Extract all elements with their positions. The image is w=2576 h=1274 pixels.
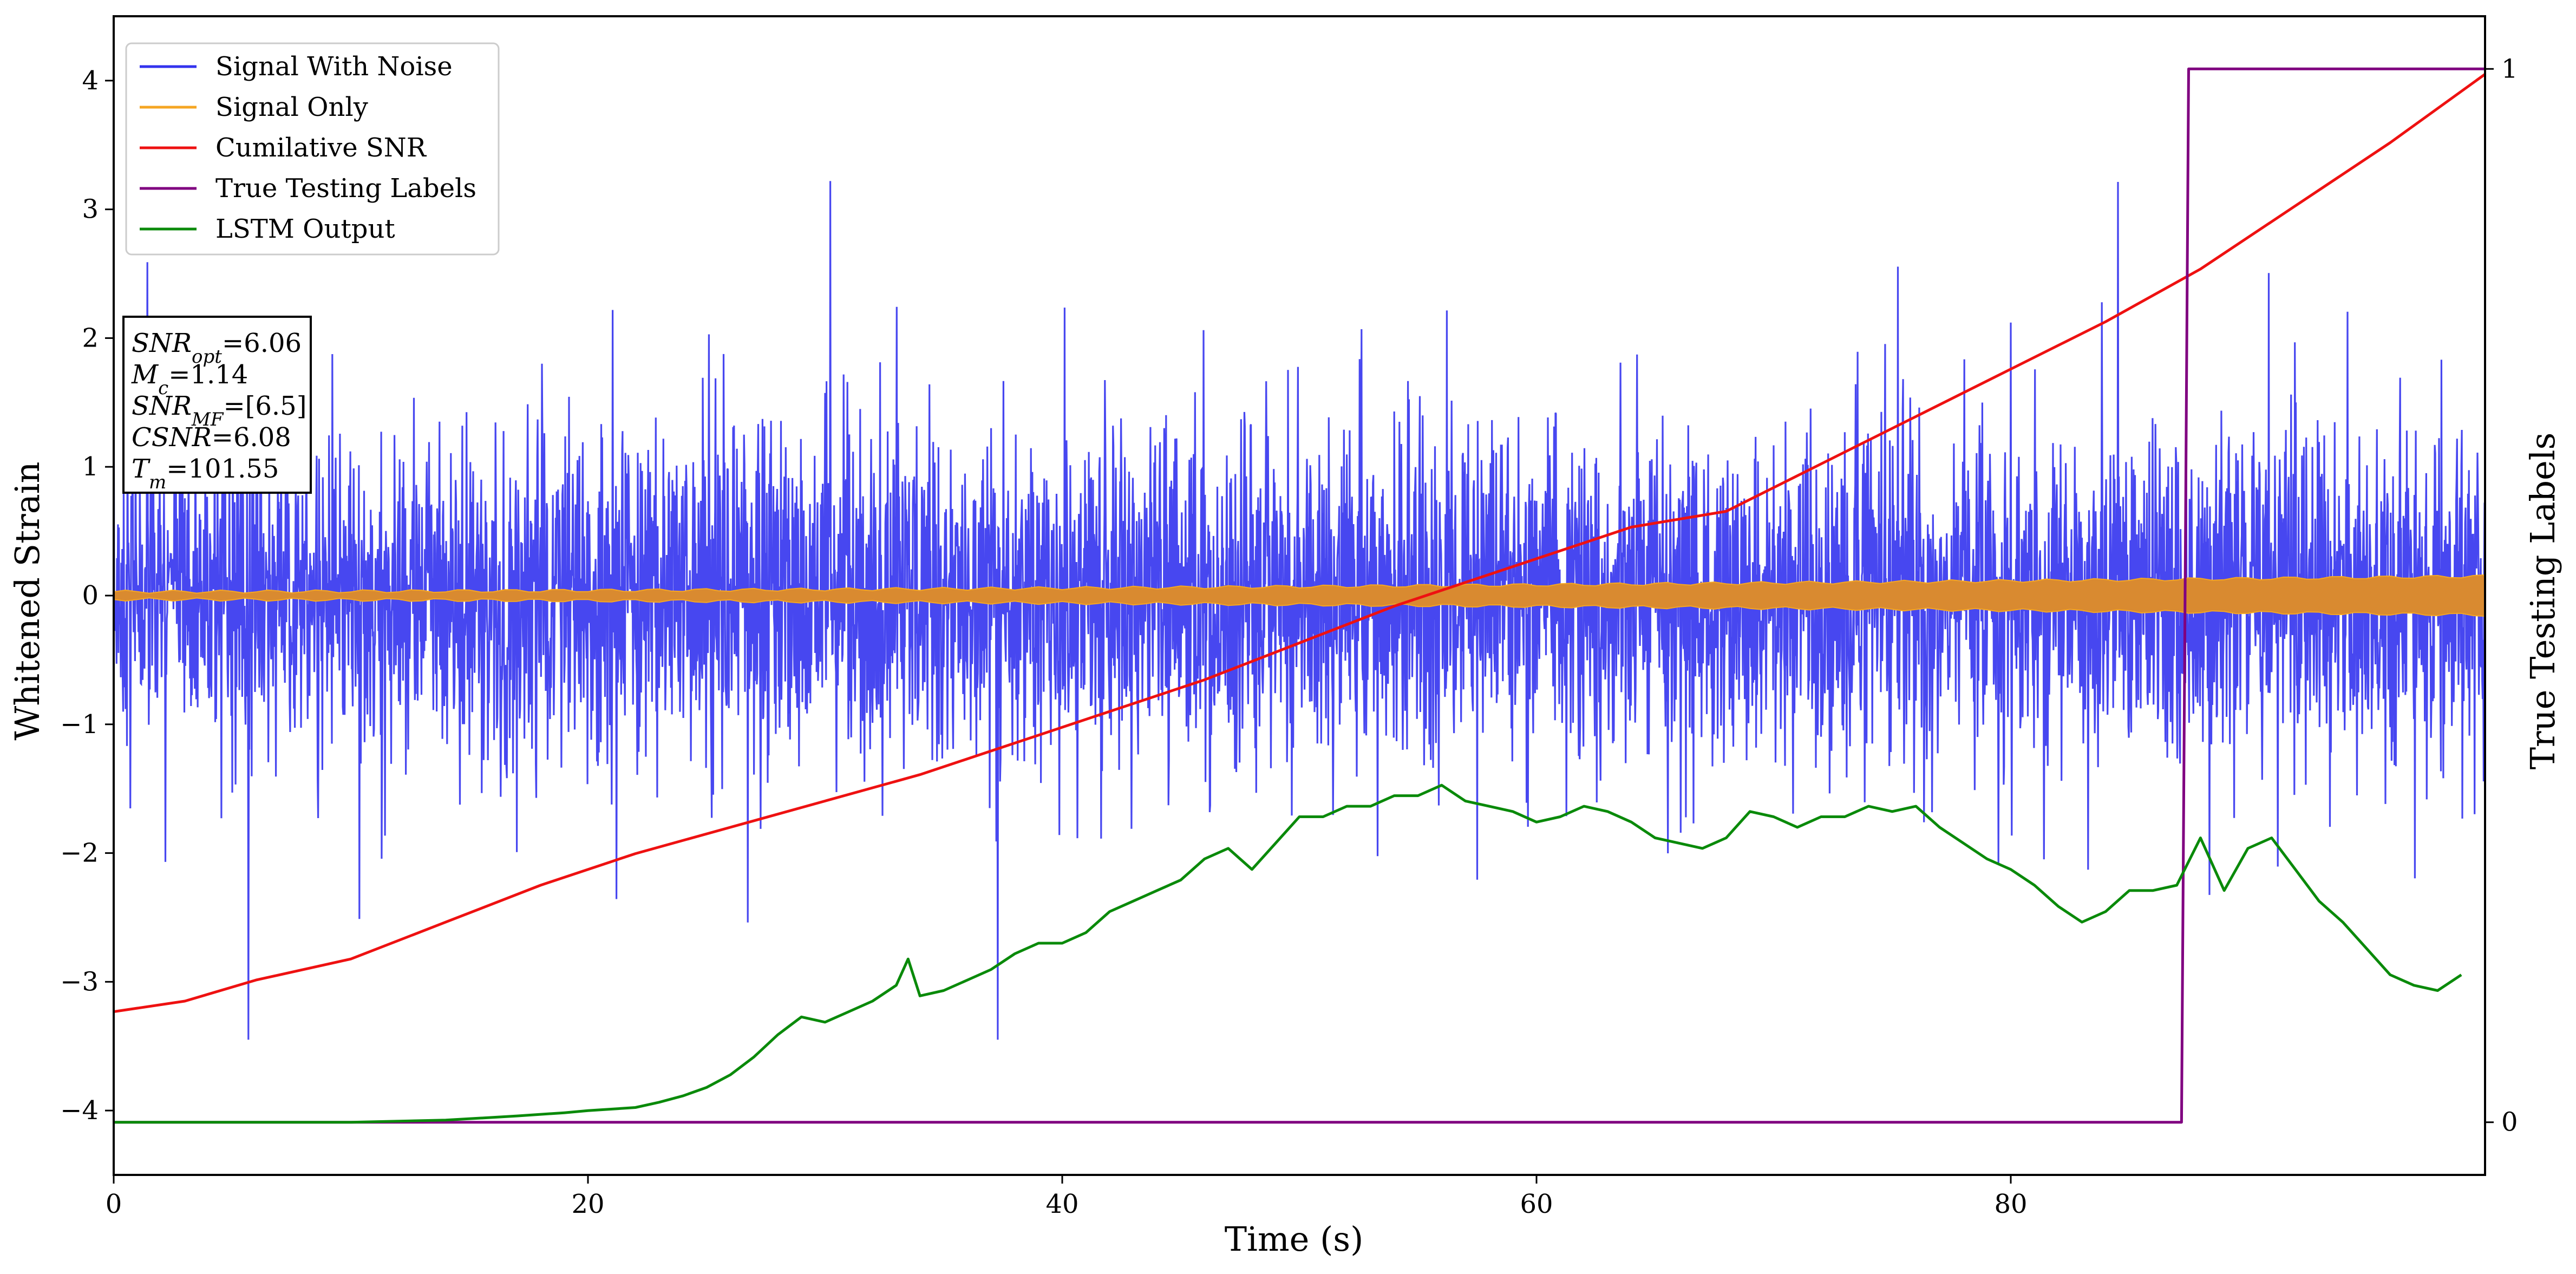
parameter-annotation-box: SNRopt=6.06Mc=1.14SNRMF=[6.5]CSNR=6.08Tm… xyxy=(122,316,312,494)
legend-label-signal-only: Signal Only xyxy=(215,92,368,122)
annotation-line: Mc=1.14 xyxy=(131,360,248,399)
annotation-line: SNRMF=[6.5] xyxy=(132,391,306,430)
annotation-line: CSNR=6.08 xyxy=(132,422,291,453)
y2-axis-label: True Testing Labels xyxy=(2523,433,2562,770)
x-tick-label: 60 xyxy=(1520,1189,1553,1219)
x-tick-label: 80 xyxy=(1994,1189,2027,1219)
signal-only-series xyxy=(114,574,2485,617)
y2-tick-label: 1 xyxy=(2501,54,2518,84)
y-axis-label: Whitened Strain xyxy=(8,462,47,741)
y-tick-label: 1 xyxy=(82,452,99,482)
legend-label-cumilative-snr: Cumilative SNR xyxy=(215,133,427,163)
line-series-group xyxy=(114,67,2485,1124)
annotation-line: SNRopt=6.06 xyxy=(132,328,302,368)
y-tick-label: −3 xyxy=(60,966,99,997)
annotation-frame xyxy=(122,316,312,494)
legend-label-true-testing-labels: True Testing Labels xyxy=(215,173,476,204)
true-testing-labelsline-line xyxy=(114,67,2485,1124)
x-axis-label: Time (s) xyxy=(1225,1219,1364,1259)
y-tick-label: 4 xyxy=(82,66,99,96)
annotation-line: Tm=101.55 xyxy=(132,454,279,493)
signal-only-band xyxy=(114,574,2485,617)
legend-label-lstm-output: LSTM Output xyxy=(215,214,395,244)
y2-axis-ticks: 01 xyxy=(2485,54,2518,1138)
x-axis-ticks: 0 20 40 60 80 xyxy=(106,1175,2028,1219)
x-tick-label: 20 xyxy=(571,1189,604,1219)
y-tick-label: −4 xyxy=(60,1095,99,1126)
legend-label-signal-with-noise: Signal With Noise xyxy=(215,51,453,82)
y-tick-label: −2 xyxy=(60,838,99,868)
y2-tick-label: 0 xyxy=(2501,1107,2518,1138)
x-tick-label: 40 xyxy=(1045,1189,1078,1219)
legend-frame xyxy=(125,42,500,256)
y-tick-label: 2 xyxy=(82,323,99,353)
y-tick-label: 3 xyxy=(82,194,99,225)
y-axis-ticks: −4 −3 −2 −1 0 1 2 3 4 xyxy=(60,66,114,1126)
x-tick-label: 0 xyxy=(106,1189,122,1219)
y-tick-label: −1 xyxy=(60,709,99,740)
lstm-outputline-line xyxy=(114,783,2462,1124)
cumilative-snrline-line xyxy=(114,73,2485,1013)
legend: Signal With Noise Signal Only Cumilative S… xyxy=(125,42,500,256)
y-tick-label: 0 xyxy=(82,580,99,611)
